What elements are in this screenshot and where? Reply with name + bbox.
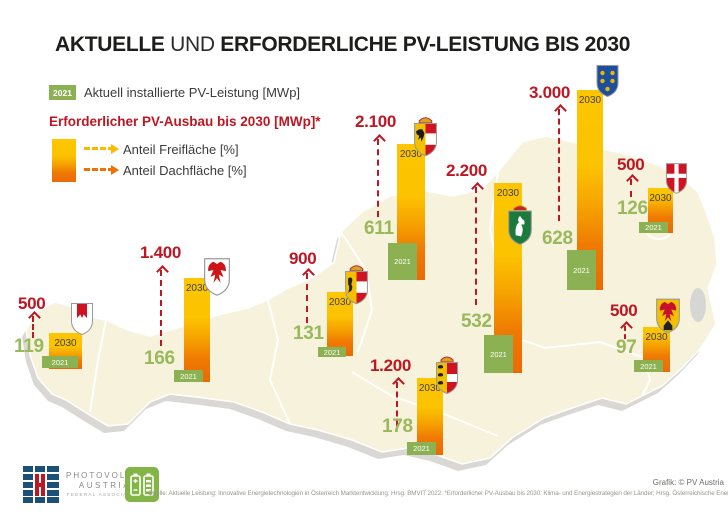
- burgenland-coat-of-arms: [656, 298, 680, 334]
- border-salzburg-oberoesterreich: [340, 231, 374, 353]
- vorarlberg-up-arrow-icon: [32, 316, 34, 338]
- lake-neusiedl: [690, 288, 706, 322]
- tirol-required-2030: 1.400: [140, 243, 182, 262]
- wien-up-arrow-icon: [630, 179, 632, 197]
- wien-current-2021: 126: [617, 198, 648, 219]
- oberoesterreich-coat-of-arms: [414, 117, 437, 157]
- kaernten-required-2030: 1.200: [370, 356, 412, 375]
- niederoesterreich-current-2021: 628: [542, 228, 573, 249]
- bar-2030-label: 2030: [496, 188, 520, 199]
- freiflaeche-arrow-icon: [84, 143, 119, 154]
- bar-2030-label: 2030: [54, 338, 77, 349]
- vorarlberg-bar-2021: 2021: [42, 356, 78, 368]
- vorarlberg-coat-of-arms: [71, 303, 93, 336]
- wien-coat-of-arms: [665, 163, 688, 194]
- bar-2021-label: 2021: [323, 347, 341, 357]
- oberoesterreich-required-2030: 2.100: [355, 112, 397, 131]
- bar-2030-label: 2030: [185, 283, 209, 294]
- burgenland-bar-2021: 2021: [634, 360, 663, 372]
- wien-bar-2021: 2021: [639, 222, 668, 233]
- salzburg-bar-2021: 2021: [318, 347, 346, 357]
- salzburg-current-2021: 131: [293, 323, 324, 344]
- legend-gradient-swatch: [52, 139, 76, 182]
- oberoesterreich-current-2021: 611: [364, 218, 394, 239]
- bar-2021-label: 2021: [640, 361, 657, 371]
- bar-2030-label: 2030: [578, 95, 602, 106]
- battery-storage-logo: [125, 467, 159, 502]
- niederoesterreich-up-arrow-icon: [558, 109, 560, 221]
- vorarlberg-current-2021: 119: [14, 336, 44, 357]
- logo-line1: PHOTOVOLTAIC: [66, 471, 152, 480]
- bar-2021-label: 2021: [490, 349, 507, 359]
- burgenland-up-arrow-icon: [624, 326, 626, 339]
- niederoesterreich-required-2030: 3.000: [529, 83, 571, 102]
- title-part-bold2: ERFORDERLICHE PV-LEISTUNG BIS 2030: [220, 33, 631, 56]
- salzburg-required-2030: 900: [289, 249, 317, 268]
- logo-line3: FEDERAL ASSOCIATION: [66, 492, 144, 497]
- title-part-bold1: AKTUELLE: [55, 33, 165, 56]
- tirol-up-arrow-icon: [160, 270, 162, 346]
- burgenland-required-2030: 500: [610, 301, 638, 320]
- steiermark-current-2021: 532: [461, 311, 492, 332]
- page-title: AKTUELLE UND ERFORDERLICHE PV-LEISTUNG B…: [55, 33, 630, 57]
- dachflaeche-arrow-icon: [84, 164, 119, 175]
- bar-2030-label: 2030: [418, 383, 442, 394]
- wien-required-2030: 500: [617, 155, 645, 174]
- tirol-current-2021: 166: [144, 348, 175, 369]
- pv-austria-logo-text: PHOTOVOLTAIC AUSTRIA FEDERAL ASSOCIATION: [66, 471, 152, 497]
- bar-2021-label: 2021: [413, 444, 430, 453]
- bar-2030-label: 2030: [328, 297, 352, 308]
- source-note: Quelle: Aktuelle Leistung: Innovative En…: [148, 490, 728, 497]
- salzburg-coat-of-arms: [345, 265, 368, 305]
- bar-2030-label: 2030: [649, 193, 672, 204]
- legend-dachflaeche-label: Anteil Dachfläche [%]: [123, 163, 247, 178]
- steiermark-required-2030: 2.200: [446, 161, 488, 180]
- oberoesterreich-bar-2021: 2021: [388, 243, 417, 280]
- tirol-coat-of-arms: [204, 258, 230, 296]
- vorarlberg-required-2030: 500: [18, 294, 46, 313]
- bar-2021-label: 2021: [51, 357, 69, 367]
- bar-2021-label: 2021: [394, 257, 411, 266]
- steiermark-coat-of-arms: [508, 205, 532, 245]
- bar-2021-label: 2021: [645, 223, 662, 232]
- steiermark-bar-2021: 2021: [484, 335, 513, 373]
- bar-2030-label: 2030: [399, 149, 423, 160]
- pv-austria-logo: [23, 466, 59, 503]
- legend-required-heading: Erforderlicher PV-Ausbau bis 2030 [MWp]*: [49, 114, 321, 129]
- title-part-light: UND: [170, 33, 215, 56]
- legend-2021-chip: 2021: [49, 85, 76, 100]
- kaernten-up-arrow-icon: [396, 382, 398, 426]
- oberoesterreich-up-arrow-icon: [377, 139, 379, 217]
- burgenland-current-2021: 97: [616, 337, 637, 358]
- logo-line2: AUSTRIA: [78, 481, 132, 490]
- tirol-bar-2021: 2021: [174, 370, 203, 382]
- tirol-bar-2030: 2030: [184, 278, 210, 382]
- legend-installed-label: Aktuell installierte PV-Leistung [MWp]: [84, 85, 301, 100]
- border-tirol-salzburg: [267, 299, 291, 425]
- kaernten-bar-2021: 2021: [407, 442, 436, 455]
- kaernten-coat-of-arms: [436, 356, 458, 395]
- niederoesterreich-bar-2021: 2021: [567, 250, 596, 290]
- border-vorarlberg-tirol: [89, 319, 107, 413]
- legend-freiflaeche-label: Anteil Freifläche [%]: [123, 142, 239, 157]
- graphic-credit: Grafik: © PV Austria: [652, 478, 724, 487]
- bar-2021-label: 2021: [573, 265, 590, 275]
- niederoesterreich-coat-of-arms: [596, 65, 619, 98]
- steiermark-up-arrow-icon: [475, 187, 477, 305]
- kaernten-current-2021: 178: [382, 416, 413, 437]
- bar-2021-label: 2021: [180, 371, 197, 381]
- bar-2030-label: 2030: [645, 332, 668, 343]
- salzburg-up-arrow-icon: [306, 273, 308, 323]
- salzburg-bar-2030: 2030: [327, 292, 353, 356]
